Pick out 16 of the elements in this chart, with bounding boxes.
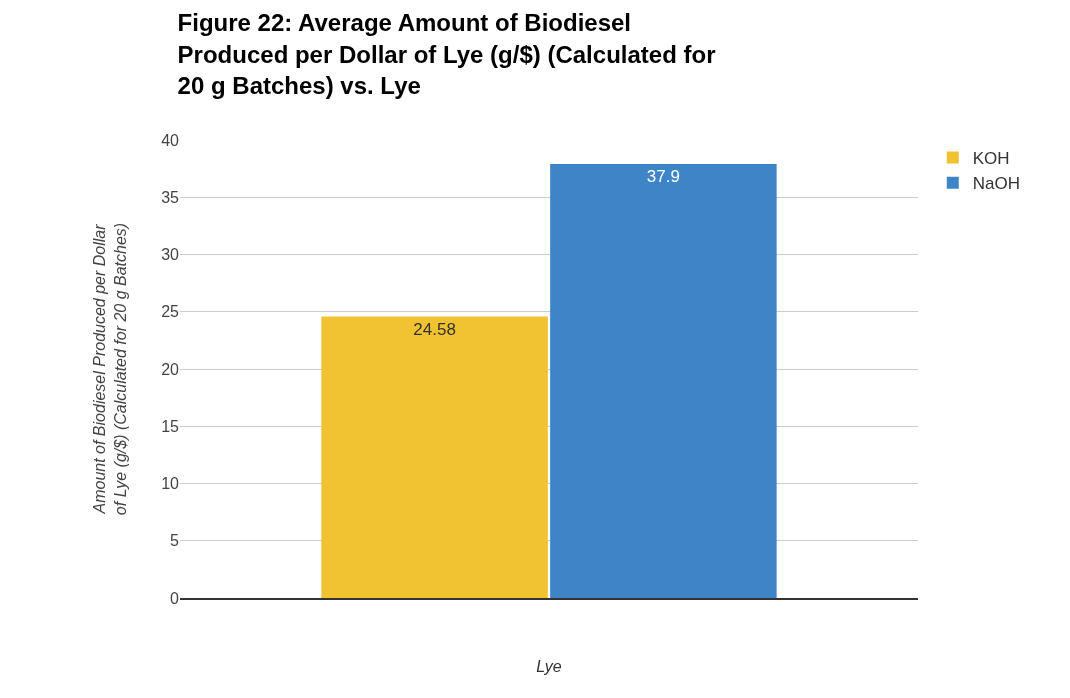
data-label: 37.9 bbox=[646, 167, 680, 187]
legend-label: KOH bbox=[972, 149, 1010, 169]
y-tick-label: 20 bbox=[161, 360, 180, 378]
chart-title: Figure 22: Average Amount of Biodiesel Produced per Dollar of Lye (g/$) (Calculated for 20 g Batches) vs. Lye bbox=[177, 9, 716, 99]
y-tick-label: 10 bbox=[161, 475, 180, 493]
y-tick-label: 40 bbox=[161, 131, 180, 149]
y-tick-label: 5 bbox=[170, 532, 180, 550]
y-axis-title: Amount of Biodiesel Produced per Dollar of Lye (g/$) (Calculated for 20 g Batches) bbox=[91, 222, 130, 516]
y-tick-label: 0 bbox=[170, 589, 180, 607]
data-label: 24.58 bbox=[413, 319, 456, 339]
y-tick-label: 15 bbox=[161, 417, 180, 435]
legend-label: NaOH bbox=[972, 174, 1020, 194]
y-tick-label: 30 bbox=[161, 246, 180, 264]
x-axis-title: Lye bbox=[536, 658, 562, 676]
y-tick-label: 25 bbox=[161, 303, 180, 321]
y-tick-label: 35 bbox=[161, 188, 180, 206]
